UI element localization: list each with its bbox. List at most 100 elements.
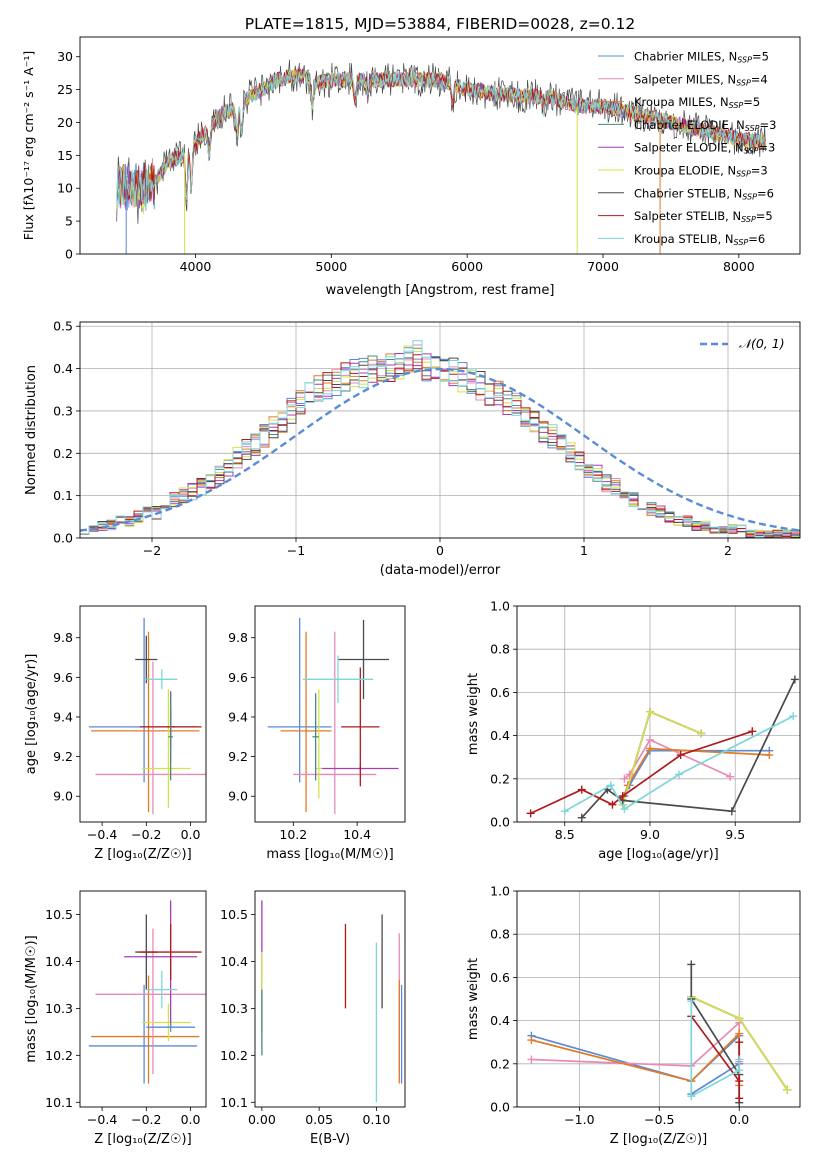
weight-marker: [687, 960, 696, 969]
x-axis-label: Z [log₁₀(Z/Z☉)]: [94, 1132, 191, 1147]
weight-line: [530, 730, 753, 815]
y-axis-label: Normed distribution: [24, 365, 39, 495]
legend-entry-subscript: SSP: [729, 101, 744, 110]
y-tick-label: 10.5: [45, 907, 73, 922]
axes-frame: [254, 605, 406, 823]
legend-entry-text: Chabrier MILES, N: [634, 50, 737, 64]
legend-entry: Kroupa STELIB, NSSP=6: [634, 232, 765, 247]
weight-line: [690, 964, 741, 1103]
x-tick-label: 0: [436, 543, 444, 558]
panel-age-vs-mass: 10.2 10.4 9.0 9.2 9.4 9.6 9.8 mass [log₁₀(M/M☉)…: [228, 605, 406, 862]
y-tick-label: 20: [57, 115, 73, 130]
weight-marker: [735, 1077, 744, 1086]
legend-entry-text: Kroupa MILES, N: [634, 95, 729, 109]
legend-entry-count: =5: [743, 95, 760, 109]
x-tick-label: 4000: [180, 259, 212, 274]
x-tick-label: 9.5: [725, 827, 745, 842]
histogram-series-7: [80, 357, 800, 538]
y-tick-label: 10: [57, 181, 73, 196]
legend-entry-text: Salpeter MILES, N: [634, 72, 736, 86]
y-tick-label: 10.2: [45, 1048, 73, 1063]
x-tick-label: 10.2: [279, 827, 307, 842]
y-tick-label: 0.2: [490, 771, 510, 786]
y-tick-label: 0.6: [490, 685, 510, 700]
weight-marker: [783, 1085, 792, 1094]
y-tick-label: 1.0: [490, 599, 510, 614]
y-tick-label: 9.4: [53, 709, 73, 724]
panel-age-vs-Z: −0.4 −0.2 0.0 9.0 9.2 9.4 9.6 9.8 Z [log₁₀(Z/Z☉)…: [24, 605, 207, 862]
x-axis-label: Z [log₁₀(Z/Z☉)]: [610, 1132, 707, 1147]
x-axis-label: Z [log₁₀(Z/Z☉)]: [94, 847, 191, 862]
legend-entry-subscript: SSP: [734, 238, 749, 247]
axes-frame: [79, 605, 207, 823]
y-tick-label: 9.4: [228, 709, 248, 724]
legend-entry-count: =6: [757, 186, 774, 200]
x-tick-label: 8.5: [555, 827, 575, 842]
x-tick-label: 0.10: [362, 1112, 390, 1127]
y-tick-label: 0.2: [53, 446, 73, 461]
y-tick-label: 10.4: [220, 954, 248, 969]
y-tick-label: 0.0: [53, 531, 73, 546]
weight-marker: [735, 1038, 744, 1047]
legend-entry-count: =5: [752, 50, 769, 64]
legend-entry-text: Salpeter ELODIE, N: [634, 141, 744, 155]
axes-frame: [79, 890, 207, 1108]
legend-entry: Chabrier ELODIE, NSSP=3: [634, 118, 776, 133]
y-tick-label: 0.8: [490, 642, 510, 657]
weight-marker: [674, 770, 683, 779]
weight-marker: [676, 751, 685, 760]
y-tick-label: 9.2: [53, 749, 73, 764]
panel-massweight-vs-age: 8.5 9.0 9.5 0.0 0.2 0.4 0.6 0.8 1.0 age [log₁₀(ag…: [466, 599, 801, 862]
x-tick-label: 0.05: [305, 1112, 333, 1127]
x-tick-label: 0.0: [181, 1112, 201, 1127]
weight-marker: [560, 807, 569, 816]
x-tick-label: 9.0: [640, 827, 660, 842]
legend-entry-subscript: SSP: [736, 170, 751, 179]
y-tick-label: 0.1: [53, 488, 73, 503]
plot-area: [517, 606, 800, 822]
y-tick-label: 0.4: [53, 361, 73, 376]
x-tick-label: −0.2: [131, 827, 161, 842]
x-tick-label: 0.0: [729, 1112, 749, 1127]
y-tick-label: 9.0: [228, 789, 248, 804]
x-tick-label: −1.0: [564, 1112, 594, 1127]
weight-marker: [697, 729, 706, 738]
x-axis-label: mass [log₁₀(M/M☉)]: [266, 847, 393, 862]
normal-curve: [80, 367, 800, 532]
x-axis-label: E(B-V): [310, 1132, 350, 1147]
x-tick-label: −0.4: [87, 827, 117, 842]
axes-frame: [79, 321, 801, 539]
y-tick-label: 10.4: [45, 954, 73, 969]
x-axis-label: age [log₁₀(age/yr)]: [598, 847, 719, 862]
weight-marker: [620, 774, 629, 783]
legend-entry-count: =4: [751, 72, 768, 86]
weight-marker: [618, 792, 627, 801]
legend-entry-text: Salpeter STELIB, N: [634, 209, 741, 223]
spectrum-line-3: [116, 69, 766, 203]
x-tick-label: −0.2: [131, 1112, 161, 1127]
y-tick-label: 0.2: [490, 1056, 510, 1071]
legend-entry-subscript: SSP: [742, 192, 757, 201]
y-tick-label: 10.3: [45, 1001, 73, 1016]
weight-line: [623, 749, 770, 797]
y-tick-label: 9.8: [228, 630, 248, 645]
weight-marker: [527, 1055, 536, 1064]
y-tick-label: 30: [57, 49, 73, 64]
x-tick-label: 1: [580, 543, 588, 558]
legend-entry: Salpeter ELODIE, NSSP=3: [634, 141, 775, 156]
plot-area: [88, 900, 206, 1084]
weight-marker: [687, 997, 696, 1006]
panel-spectrum: 4000 5000 6000 7000 8000 0 5 10 15 20 25 30 Flux [fλ…: [21, 36, 801, 298]
y-axis-label: mass [log₁₀(M/M☉)]: [24, 935, 39, 1062]
weight-marker: [645, 735, 654, 744]
y-tick-label: 1.0: [490, 884, 510, 899]
plot-area: [517, 891, 800, 1107]
x-tick-label: −1: [287, 543, 305, 558]
legend-entry-count: =6: [748, 232, 765, 246]
x-axis-label: wavelength [Angstrom, rest frame]: [326, 283, 555, 298]
legend-entry: Kroupa ELODIE, NSSP=3: [634, 164, 768, 179]
weight-line: [564, 715, 794, 812]
plot-area: [267, 617, 399, 815]
legend-entry-text: Chabrier STELIB, N: [634, 186, 742, 200]
x-tick-label: −2: [143, 543, 161, 558]
